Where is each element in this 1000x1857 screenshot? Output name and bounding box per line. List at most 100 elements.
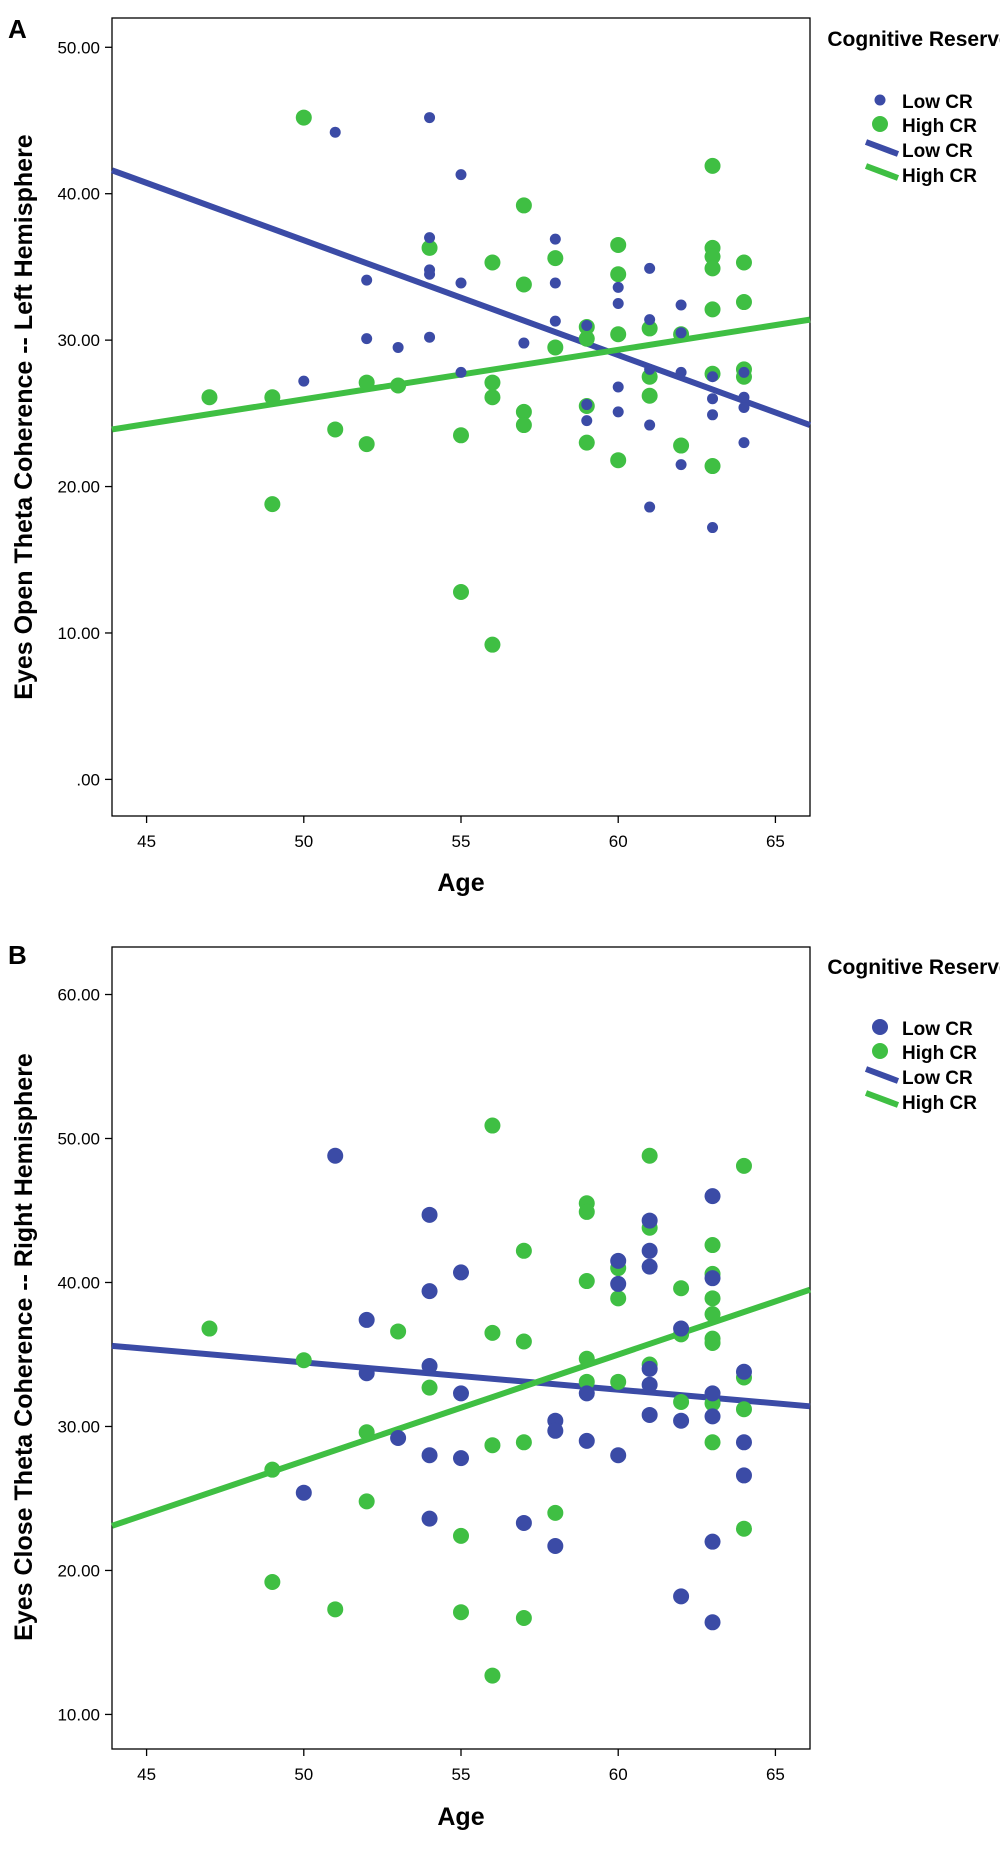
point-high: [484, 1117, 501, 1134]
legend-line-high: [864, 163, 900, 181]
x-tick-label: 65: [766, 1765, 785, 1784]
point-low: [612, 281, 624, 293]
point-high: [704, 1434, 721, 1451]
chart-panel-b: B 10.00 20.00 30.00 40.00 50.00 60.00 45 50 55 60…: [8, 940, 1000, 1831]
point-low: [644, 262, 656, 274]
plot-frame: [111, 17, 811, 817]
point-low: [424, 112, 436, 124]
point-low: [329, 126, 341, 138]
point-low: [738, 437, 750, 449]
y-tick-label: 40.00: [57, 1273, 100, 1292]
point-low: [515, 1514, 532, 1531]
point-low: [704, 1614, 721, 1631]
point-high: [264, 1461, 281, 1478]
point-high: [264, 496, 281, 513]
legend-line-low: [864, 1066, 900, 1084]
point-low: [704, 1188, 721, 1205]
point-low: [612, 298, 624, 310]
legend-label: High CR: [902, 1093, 977, 1114]
legend: Cognitive Reserve Low CR High CR Low CR …: [827, 956, 1000, 1114]
point-low: [358, 1311, 375, 1328]
point-high: [673, 1280, 690, 1297]
point-low: [421, 1357, 438, 1374]
point-high: [547, 250, 564, 267]
y-tick-label: 20.00: [57, 1561, 100, 1580]
point-high: [515, 403, 532, 420]
legend-title: Cognitive Reserve: [827, 956, 1000, 979]
x-tick-label: 45: [137, 832, 156, 851]
point-high: [704, 157, 721, 174]
point-low: [610, 1252, 627, 1269]
point-low: [707, 409, 719, 421]
point-low: [453, 1264, 469, 1281]
y-axis-label: Eyes Close Theta Coherence -- Right Hemi…: [10, 1053, 38, 1641]
point-high: [704, 1290, 721, 1307]
point-high: [484, 254, 501, 271]
point-low: [673, 1320, 690, 1337]
point-high: [610, 326, 627, 343]
point-low: [738, 391, 750, 403]
panel-label: A: [8, 14, 27, 44]
point-high: [484, 1324, 501, 1341]
chart-panel-a: A .00 10.00 20.00 30.00 40.00 50.00 45 50 55 60 65…: [8, 14, 1000, 897]
y-tick-label: 50.00: [57, 1130, 100, 1149]
y-tick-label: 40.00: [57, 185, 100, 204]
point-low: [581, 415, 593, 427]
point-high: [453, 583, 469, 600]
point-low: [581, 399, 593, 411]
point-low: [707, 393, 719, 405]
point-low: [424, 232, 436, 244]
point-high: [484, 374, 501, 391]
point-low: [578, 1432, 595, 1449]
point-high: [610, 1290, 627, 1307]
point-high: [390, 377, 407, 394]
point-high: [610, 266, 627, 283]
point-high: [515, 1242, 532, 1259]
point-high: [673, 437, 690, 454]
point-high: [515, 197, 532, 214]
point-high: [515, 417, 532, 434]
point-low: [738, 401, 750, 413]
point-high: [453, 1604, 469, 1621]
y-tick-label: 10.00: [57, 1705, 100, 1724]
point-high: [641, 320, 658, 337]
legend-label: Low CR: [902, 92, 973, 113]
point-low: [673, 1412, 690, 1429]
point-high: [673, 1393, 690, 1410]
point-low: [641, 1258, 658, 1275]
y-tick-label: .00: [76, 770, 100, 789]
point-low: [392, 341, 404, 353]
point-high: [610, 452, 627, 469]
point-low: [738, 366, 750, 378]
point-high: [484, 389, 501, 406]
point-high: [515, 1609, 532, 1626]
point-high: [578, 330, 595, 347]
legend-marker-low: [874, 94, 886, 106]
point-low: [453, 1450, 469, 1467]
point-low: [673, 1588, 690, 1605]
point-low: [610, 1275, 627, 1292]
point-low: [421, 1447, 438, 1464]
x-tick-label: 50: [294, 1765, 313, 1784]
point-low: [704, 1408, 721, 1425]
point-low: [675, 327, 687, 339]
legend-marker-high: [872, 116, 888, 132]
point-high: [295, 109, 312, 126]
x-tick-label: 65: [766, 832, 785, 851]
point-high: [547, 339, 564, 356]
point-low: [361, 333, 373, 345]
point-high: [704, 1306, 721, 1323]
y-tick-label: 30.00: [57, 331, 100, 350]
point-low: [675, 366, 687, 378]
point-low: [707, 522, 719, 534]
point-low: [547, 1537, 564, 1554]
point-low: [675, 459, 687, 471]
panel-label: B: [8, 940, 27, 970]
point-low: [421, 1510, 438, 1527]
point-low: [641, 1242, 658, 1259]
legend-line-low: [864, 139, 900, 157]
legend-label: High CR: [902, 1043, 977, 1064]
point-high: [735, 1401, 752, 1418]
point-low: [641, 1406, 658, 1423]
point-low: [421, 1283, 438, 1300]
